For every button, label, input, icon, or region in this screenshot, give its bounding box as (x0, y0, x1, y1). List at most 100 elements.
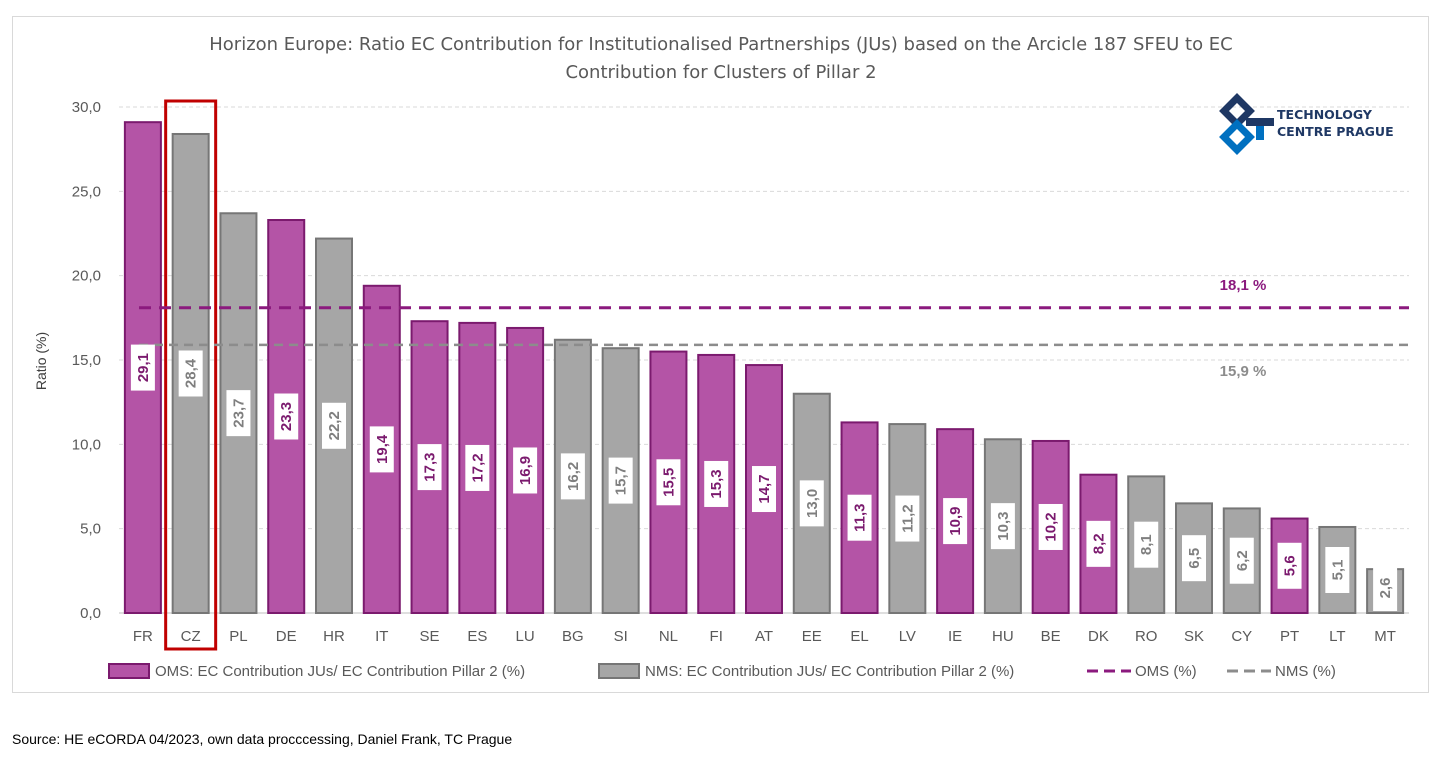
legend-swatch (108, 663, 150, 679)
x-tick-label: PL (229, 628, 247, 645)
y-tick-label: 15,0 (72, 352, 101, 369)
value-label-cz: 28,4 (178, 350, 203, 397)
value-label-el: 11,3 (847, 494, 872, 541)
x-tick-label: SI (614, 628, 628, 645)
bar-chart: Horizon Europe: Ratio EC Contribution fo… (33, 34, 1409, 680)
value-label-text: 11,3 (852, 504, 869, 532)
value-label-de: 23,3 (274, 393, 299, 440)
value-label-text: 23,3 (278, 402, 295, 431)
x-tick-label: EE (802, 628, 822, 645)
value-label-text: 8,2 (1090, 533, 1107, 554)
value-label-ro: 8,1 (1134, 521, 1159, 568)
value-label-text: 29,1 (135, 353, 152, 382)
x-tick-label: CY (1231, 628, 1252, 645)
value-label-ee: 13,0 (799, 480, 824, 527)
value-label-mt: 2,6 (1373, 565, 1398, 611)
x-tick-label: SE (420, 628, 440, 645)
x-tick-label: MT (1374, 628, 1396, 645)
value-label-text: 15,5 (660, 468, 677, 497)
value-label-se: 17,3 (417, 444, 442, 491)
value-label-box (1086, 520, 1111, 567)
value-label-box (608, 457, 633, 504)
value-label-lv: 11,2 (895, 495, 920, 542)
value-label-box (752, 466, 776, 513)
y-tick-label: 10,0 (72, 436, 101, 453)
value-label-box (369, 426, 394, 473)
value-label-hu: 10,3 (990, 503, 1015, 550)
value-label-text: 10,3 (995, 512, 1012, 541)
value-label-sk: 6,5 (1182, 535, 1206, 582)
x-tick-label: SK (1184, 628, 1204, 645)
value-label-box (990, 503, 1015, 550)
value-label-box (322, 402, 346, 449)
value-label-ie: 10,9 (943, 498, 968, 545)
value-label-text: 5,1 (1329, 560, 1346, 581)
legend-label: OMS: EC Contribution JUs/ EC Contributio… (155, 663, 525, 680)
x-tick-label: BE (1041, 628, 1061, 645)
value-label-box (1277, 542, 1302, 589)
value-label-text: 11,2 (899, 504, 916, 532)
value-label-box (274, 393, 299, 440)
value-label-text: 15,3 (708, 469, 725, 498)
value-label-fi: 15,3 (704, 460, 729, 507)
legend-item-1: NMS: EC Contribution JUs/ EC Contributio… (598, 663, 1014, 680)
value-label-box (1373, 565, 1398, 611)
x-tick-label: AT (755, 628, 773, 645)
x-tick-label: RO (1135, 628, 1158, 645)
value-label-text: 13,0 (804, 489, 821, 518)
y-axis-ticks: 0,0 5,0 10,0 15,0 20,0 25,0 30,0 (72, 99, 101, 622)
value-label-text: 6,2 (1234, 550, 1251, 571)
value-label-text: 17,3 (422, 453, 439, 482)
legend-label: OMS (%) (1135, 663, 1197, 680)
reference-lines: 18,1 % 15,9 % (139, 277, 1409, 380)
value-label-box (513, 447, 538, 494)
x-axis-ticks: FR CZ PL DE HR IT SE ES LU BG SI NL FI AT EE EL LV IE HU BE… (133, 628, 1396, 645)
x-tick-label: PT (1280, 628, 1299, 645)
value-label-text: 10,2 (1043, 512, 1060, 541)
value-label-it: 19,4 (369, 426, 394, 473)
x-tick-label: NL (659, 628, 678, 645)
x-tick-label: DK (1088, 628, 1109, 645)
value-label-nl: 15,5 (656, 459, 681, 506)
value-label-text: 6,5 (1186, 548, 1203, 569)
x-tick-label: CZ (181, 628, 201, 645)
value-label-box (704, 460, 729, 507)
chart-title-line-2: Contribution for Clusters of Pillar 2 (565, 62, 876, 83)
legend-label: NMS: EC Contribution JUs/ EC Contributio… (645, 663, 1014, 680)
value-label-box (1134, 521, 1159, 568)
x-tick-label: FR (133, 628, 153, 645)
value-label-box (1325, 546, 1350, 593)
value-label-pl: 23,7 (226, 390, 251, 437)
y-tick-label: 20,0 (72, 268, 101, 285)
value-label-si: 15,7 (608, 457, 633, 504)
legend-item-0: OMS: EC Contribution JUs/ EC Contributio… (108, 663, 525, 680)
y-tick-label: 30,0 (72, 99, 101, 116)
chart-frame: Horizon Europe: Ratio EC Contribution fo… (12, 16, 1429, 693)
value-label-box (656, 459, 681, 506)
value-label-at: 14,7 (752, 466, 776, 513)
value-label-text: 2,6 (1377, 578, 1394, 599)
highlight-box-cz (164, 99, 218, 651)
logo-text-line-2: CENTRE PRAGUE (1277, 124, 1394, 139)
value-label-box (895, 495, 920, 542)
x-tick-label: BG (562, 628, 584, 645)
x-tick-label: ES (467, 628, 487, 645)
reference-line-label: 18,1 % (1220, 277, 1267, 294)
value-label-dk: 8,2 (1086, 520, 1111, 567)
x-tick-label: FI (710, 628, 723, 645)
legend-label: NMS (%) (1275, 663, 1336, 680)
tc-prague-logo: TECHNOLOGY CENTRE PRAGUE (1219, 93, 1394, 155)
value-label-fr: 29,1 (130, 344, 155, 391)
value-label-lt: 5,1 (1325, 546, 1350, 593)
y-tick-label: 0,0 (80, 605, 101, 622)
y-tick-label: 5,0 (80, 521, 101, 538)
x-tick-label: EL (850, 628, 868, 645)
legend-item-3: NMS (%) (1227, 663, 1336, 680)
x-tick-label: HU (992, 628, 1014, 645)
value-label-text: 5,6 (1282, 555, 1299, 576)
value-label-text: 19,4 (374, 434, 391, 464)
x-tick-label: IT (375, 628, 388, 645)
y-axis-label: Ratio (%) (33, 332, 49, 390)
value-label-box (560, 453, 585, 500)
value-label-box (847, 494, 872, 541)
